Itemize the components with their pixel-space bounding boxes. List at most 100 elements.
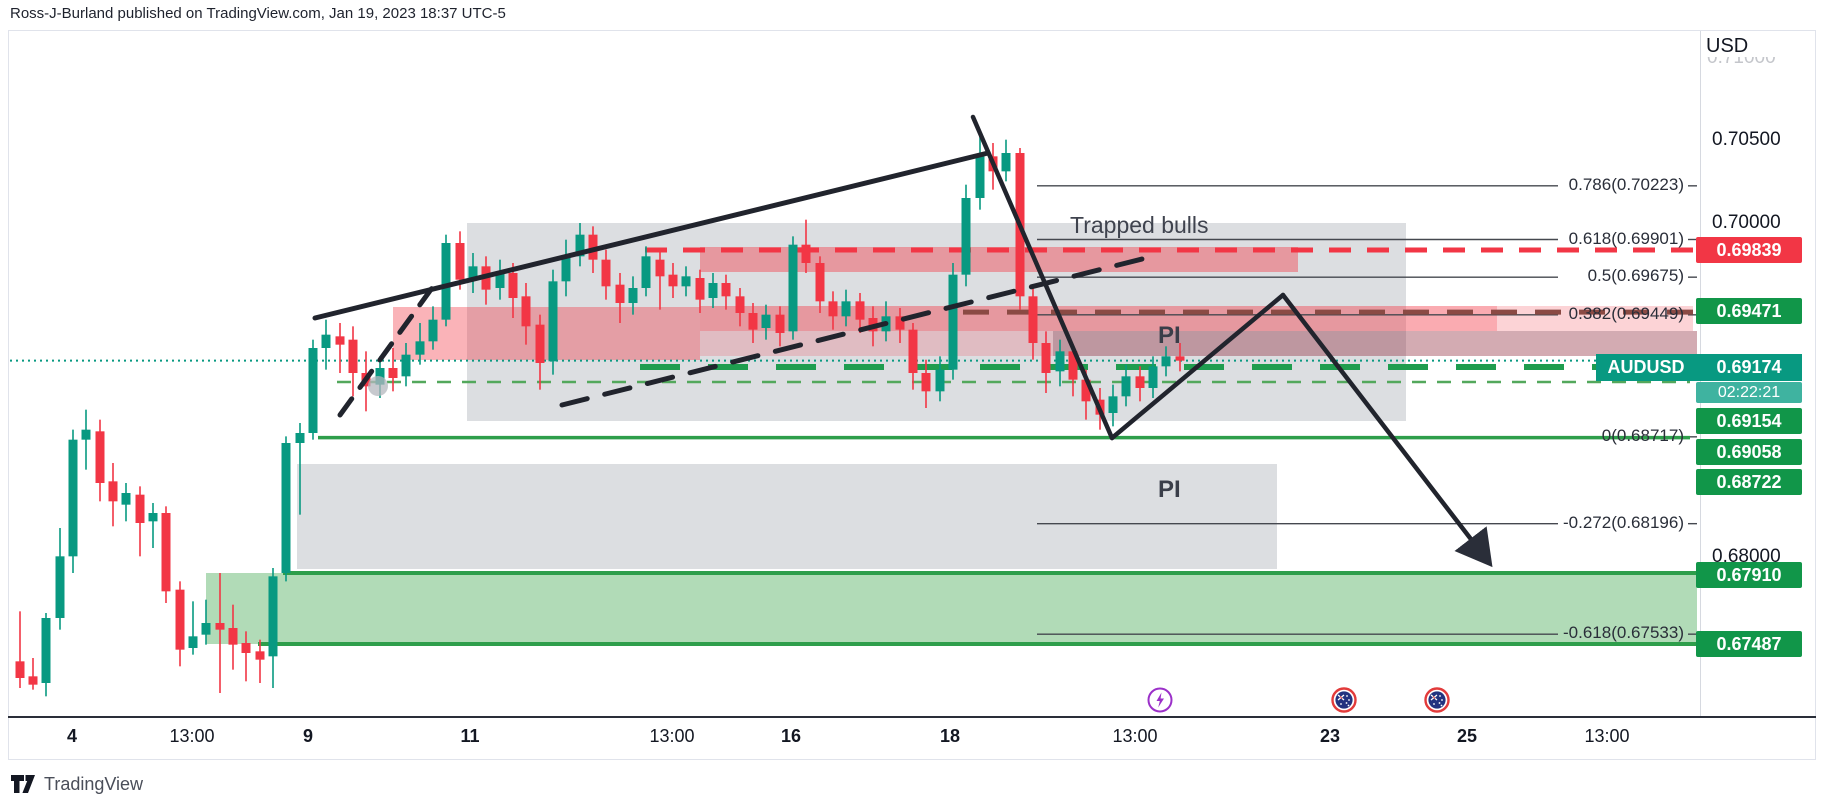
candle [628,276,638,315]
price-level-badge: 0.69471 [1696,298,1802,324]
red-band-low-light [700,331,1053,356]
candles-layer [15,129,1185,697]
projection-up[interactable] [1109,292,1286,441]
candle [1148,356,1158,398]
candle [388,348,398,392]
candle [255,639,265,683]
candle [108,463,118,527]
candle [268,568,278,688]
candle [295,423,305,515]
lightning-icon [1147,687,1173,713]
candle [335,323,345,373]
candle [601,249,611,300]
candle [535,314,545,390]
candle [401,343,411,387]
candle [1108,384,1118,427]
candle [215,573,225,693]
candle [28,658,38,690]
tradingview-brand-label: TradingView [44,773,144,794]
candle [841,289,851,327]
candle [415,323,425,365]
candle [975,129,985,210]
chart-widget-frame [8,30,1816,760]
aud-flag-event-icon-2[interactable] [1424,687,1450,713]
candle [828,291,838,330]
aud-flag-event-icon-1[interactable] [1331,687,1357,713]
time-axis-label: 9 [302,726,314,746]
annotation-trapped-bulls: Trapped bulls [1070,212,1209,238]
price-axis-currency-label: USD [1706,35,1749,57]
time-axis-label: 11 [460,726,480,746]
candle [961,184,971,287]
price-level-badge: 0.69154 [1696,408,1802,434]
time-axis-label: 13:00 [649,726,695,746]
red-band-low-dark [1053,331,1697,356]
candle [81,409,91,470]
time-axis-border [8,716,1816,718]
time-axis-label: 13:00 [1112,726,1158,746]
fib-level-label: 0.382(0.69449) [1568,303,1684,323]
time-axis-label: 18 [939,726,961,746]
lightning-event-icon[interactable] [1147,687,1173,713]
candle [1121,364,1131,407]
candle [908,323,918,390]
candle [855,293,865,333]
candle [121,483,131,522]
candle [95,419,105,502]
candle [161,506,171,603]
candle [761,304,771,340]
candle [748,303,758,343]
candle [148,503,158,548]
fib-level-label: 0(0.68717) [1601,425,1684,445]
candle [428,306,438,350]
candle [41,613,51,697]
candle [281,436,291,582]
candle [135,486,145,557]
candle [681,266,691,297]
time-axis-label: 23 [1319,726,1341,746]
tradingview-logo-icon [11,775,35,793]
dashed-trend-short[interactable] [337,285,435,418]
candle [1175,343,1185,372]
candle [15,611,25,688]
candle [201,599,211,645]
candle [1161,346,1171,377]
falling-trendline[interactable] [970,114,1115,441]
projection-down[interactable] [1280,292,1493,568]
candle [1028,286,1038,360]
candle [1041,331,1051,393]
candle [308,339,318,440]
trendlines-layer [312,114,1493,568]
candle [561,239,571,297]
price-level-badge: 0.68722 [1696,469,1802,495]
dashed-trend-long[interactable] [559,254,1153,408]
annotation-pi-lower: PI [1158,476,1181,503]
trendline-anchor-dot[interactable] [368,376,388,396]
faded-price-label: 0.71000 [1707,57,1776,68]
gray-box-pi-lower [297,464,1277,569]
symbol-price-badge: AUDUSD 0.69174 [1596,354,1802,381]
price-level-badge: 0.69058 [1696,439,1802,465]
time-axis-label: 13:00 [169,726,215,746]
aus-flag-icon [1331,687,1357,713]
annotation-pi-upper: PI [1158,322,1181,349]
price-level-badge: 0.67487 [1696,631,1802,657]
candle [188,601,198,655]
fib-level-label: 0.618(0.69901) [1568,228,1684,248]
published-byline: Ross-J-Burland published on TradingView.… [10,5,506,22]
horizontal-lines-layer [10,247,1697,646]
candle [788,236,798,340]
candle [228,604,238,670]
candle [615,273,625,323]
candle [495,259,505,300]
price-axis-label: 0.70500 [1712,129,1781,150]
candle [548,269,558,375]
candle [241,631,251,682]
candle [895,308,905,343]
time-axis-label: 25 [1456,726,1478,746]
last-price-label: 0.69174 [1696,354,1802,381]
tradingview-attribution[interactable]: TradingView [10,771,143,797]
time-axis-label: 4 [66,726,78,746]
